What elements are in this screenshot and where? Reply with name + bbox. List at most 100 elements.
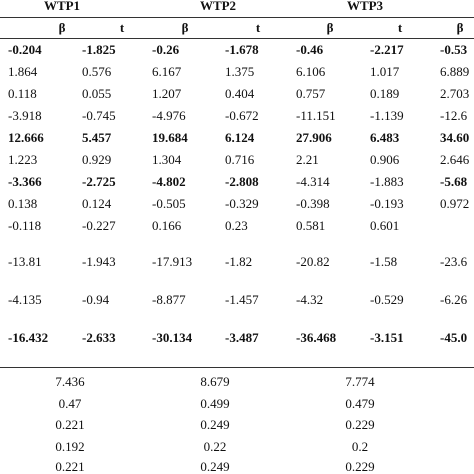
cell: -4.314 (296, 174, 330, 189)
column-header: β (326, 20, 334, 35)
cell: 6.889 (440, 64, 470, 79)
cell: -4.32 (296, 292, 324, 307)
stat-cell: 7.436 (55, 374, 85, 389)
cell: 1.223 (8, 152, 38, 167)
cell: -23.6 (440, 254, 468, 269)
group-header: WTP3 (346, 0, 384, 13)
cell: 0.601 (370, 218, 400, 233)
cell: 0.124 (82, 196, 112, 211)
cell: -16.432 (8, 330, 49, 345)
stat-cell: 8.679 (200, 374, 230, 389)
stat-cell: 0.192 (55, 439, 85, 454)
cell: 1.304 (152, 152, 182, 167)
cell: -8.877 (152, 292, 186, 307)
cell: -4.802 (152, 174, 186, 189)
cell: -6.26 (440, 292, 468, 307)
cell: -3.918 (8, 108, 42, 123)
cell: -4.135 (8, 292, 42, 307)
cell: 2.646 (440, 152, 470, 167)
cell: -3.366 (8, 174, 42, 189)
cell: -0.672 (225, 108, 259, 123)
cell: -3.487 (225, 330, 259, 345)
cell: -1.82 (225, 254, 253, 269)
cell: 6.124 (225, 130, 255, 145)
cell: 27.906 (296, 130, 332, 145)
cell: 0.404 (225, 86, 255, 101)
cell: 0.166 (152, 218, 182, 233)
cell: 0.972 (440, 196, 470, 211)
cell: 12.666 (8, 130, 44, 145)
cell: 0.055 (82, 86, 112, 101)
cell: 34.60 (440, 130, 470, 145)
stat-cell: 0.22 (203, 439, 227, 454)
cell: -0.329 (225, 196, 259, 211)
cell: 2.21 (296, 152, 319, 167)
cell: -2.808 (225, 174, 259, 189)
cell: 0.581 (296, 218, 326, 233)
cell: 2.703 (440, 86, 470, 101)
cell: 0.929 (82, 152, 112, 167)
cell: -0.529 (370, 292, 404, 307)
column-header: β (58, 20, 66, 35)
stat-cell: 0.47 (58, 396, 82, 411)
cell: -0.118 (8, 218, 42, 233)
cell: -30.134 (152, 330, 193, 345)
cell: -12.6 (440, 108, 468, 123)
cell: 0.576 (82, 64, 112, 79)
cell: 1.864 (8, 64, 38, 79)
cell: -17.913 (152, 254, 193, 269)
cell: -1.883 (370, 174, 404, 189)
cell: -1.457 (225, 292, 259, 307)
cell: -0.204 (8, 42, 42, 57)
cell: -2.633 (82, 330, 116, 345)
cell: -20.82 (296, 254, 330, 269)
stat-cell: 0.499 (200, 396, 230, 411)
stat-cell: 0.249 (200, 417, 230, 432)
cell: 6.483 (370, 130, 400, 145)
rule (0, 17, 474, 18)
column-header: t (119, 20, 125, 35)
cell: 1.207 (152, 86, 182, 101)
cell: -0.745 (82, 108, 116, 123)
cell: -11.151 (296, 108, 336, 123)
cell: -45.0 (440, 330, 468, 345)
cell: -0.94 (82, 292, 110, 307)
cell: 0.118 (8, 86, 37, 101)
rule (0, 367, 474, 368)
cell: -13.81 (8, 254, 42, 269)
stat-cell: 0.229 (345, 459, 375, 474)
cell: -0.46 (296, 42, 324, 57)
cell: -4.976 (152, 108, 186, 123)
column-header: t (397, 20, 403, 35)
cell: -0.227 (82, 218, 116, 233)
cell: -2.217 (370, 42, 404, 57)
cell: -1.58 (370, 254, 398, 269)
stat-cell: 0.221 (55, 459, 85, 474)
cell: 0.716 (225, 152, 255, 167)
column-header: β (181, 20, 189, 35)
cell: -1.678 (225, 42, 259, 57)
cell: -0.505 (152, 196, 186, 211)
cell: -2.725 (82, 174, 116, 189)
cell: -1.825 (82, 42, 116, 57)
cell: 6.167 (152, 64, 182, 79)
cell: -0.53 (440, 42, 468, 57)
cell: -0.398 (296, 196, 330, 211)
cell: 1.017 (370, 64, 400, 79)
group-header: WTP1 (43, 0, 81, 13)
cell: 1.375 (225, 64, 255, 79)
rule (0, 38, 474, 39)
cell: -1.943 (82, 254, 116, 269)
column-header: t (255, 20, 261, 35)
cell: -1.139 (370, 108, 404, 123)
group-header: WTP2 (199, 0, 237, 13)
cell: 6.106 (296, 64, 326, 79)
cell: 0.138 (8, 196, 38, 211)
cell: -0.193 (370, 196, 404, 211)
stat-cell: 0.479 (345, 396, 375, 411)
cell: 0.23 (225, 218, 248, 233)
cell: -0.26 (152, 42, 180, 57)
stat-cell: 0.2 (351, 439, 369, 454)
cell: 0.189 (370, 86, 400, 101)
